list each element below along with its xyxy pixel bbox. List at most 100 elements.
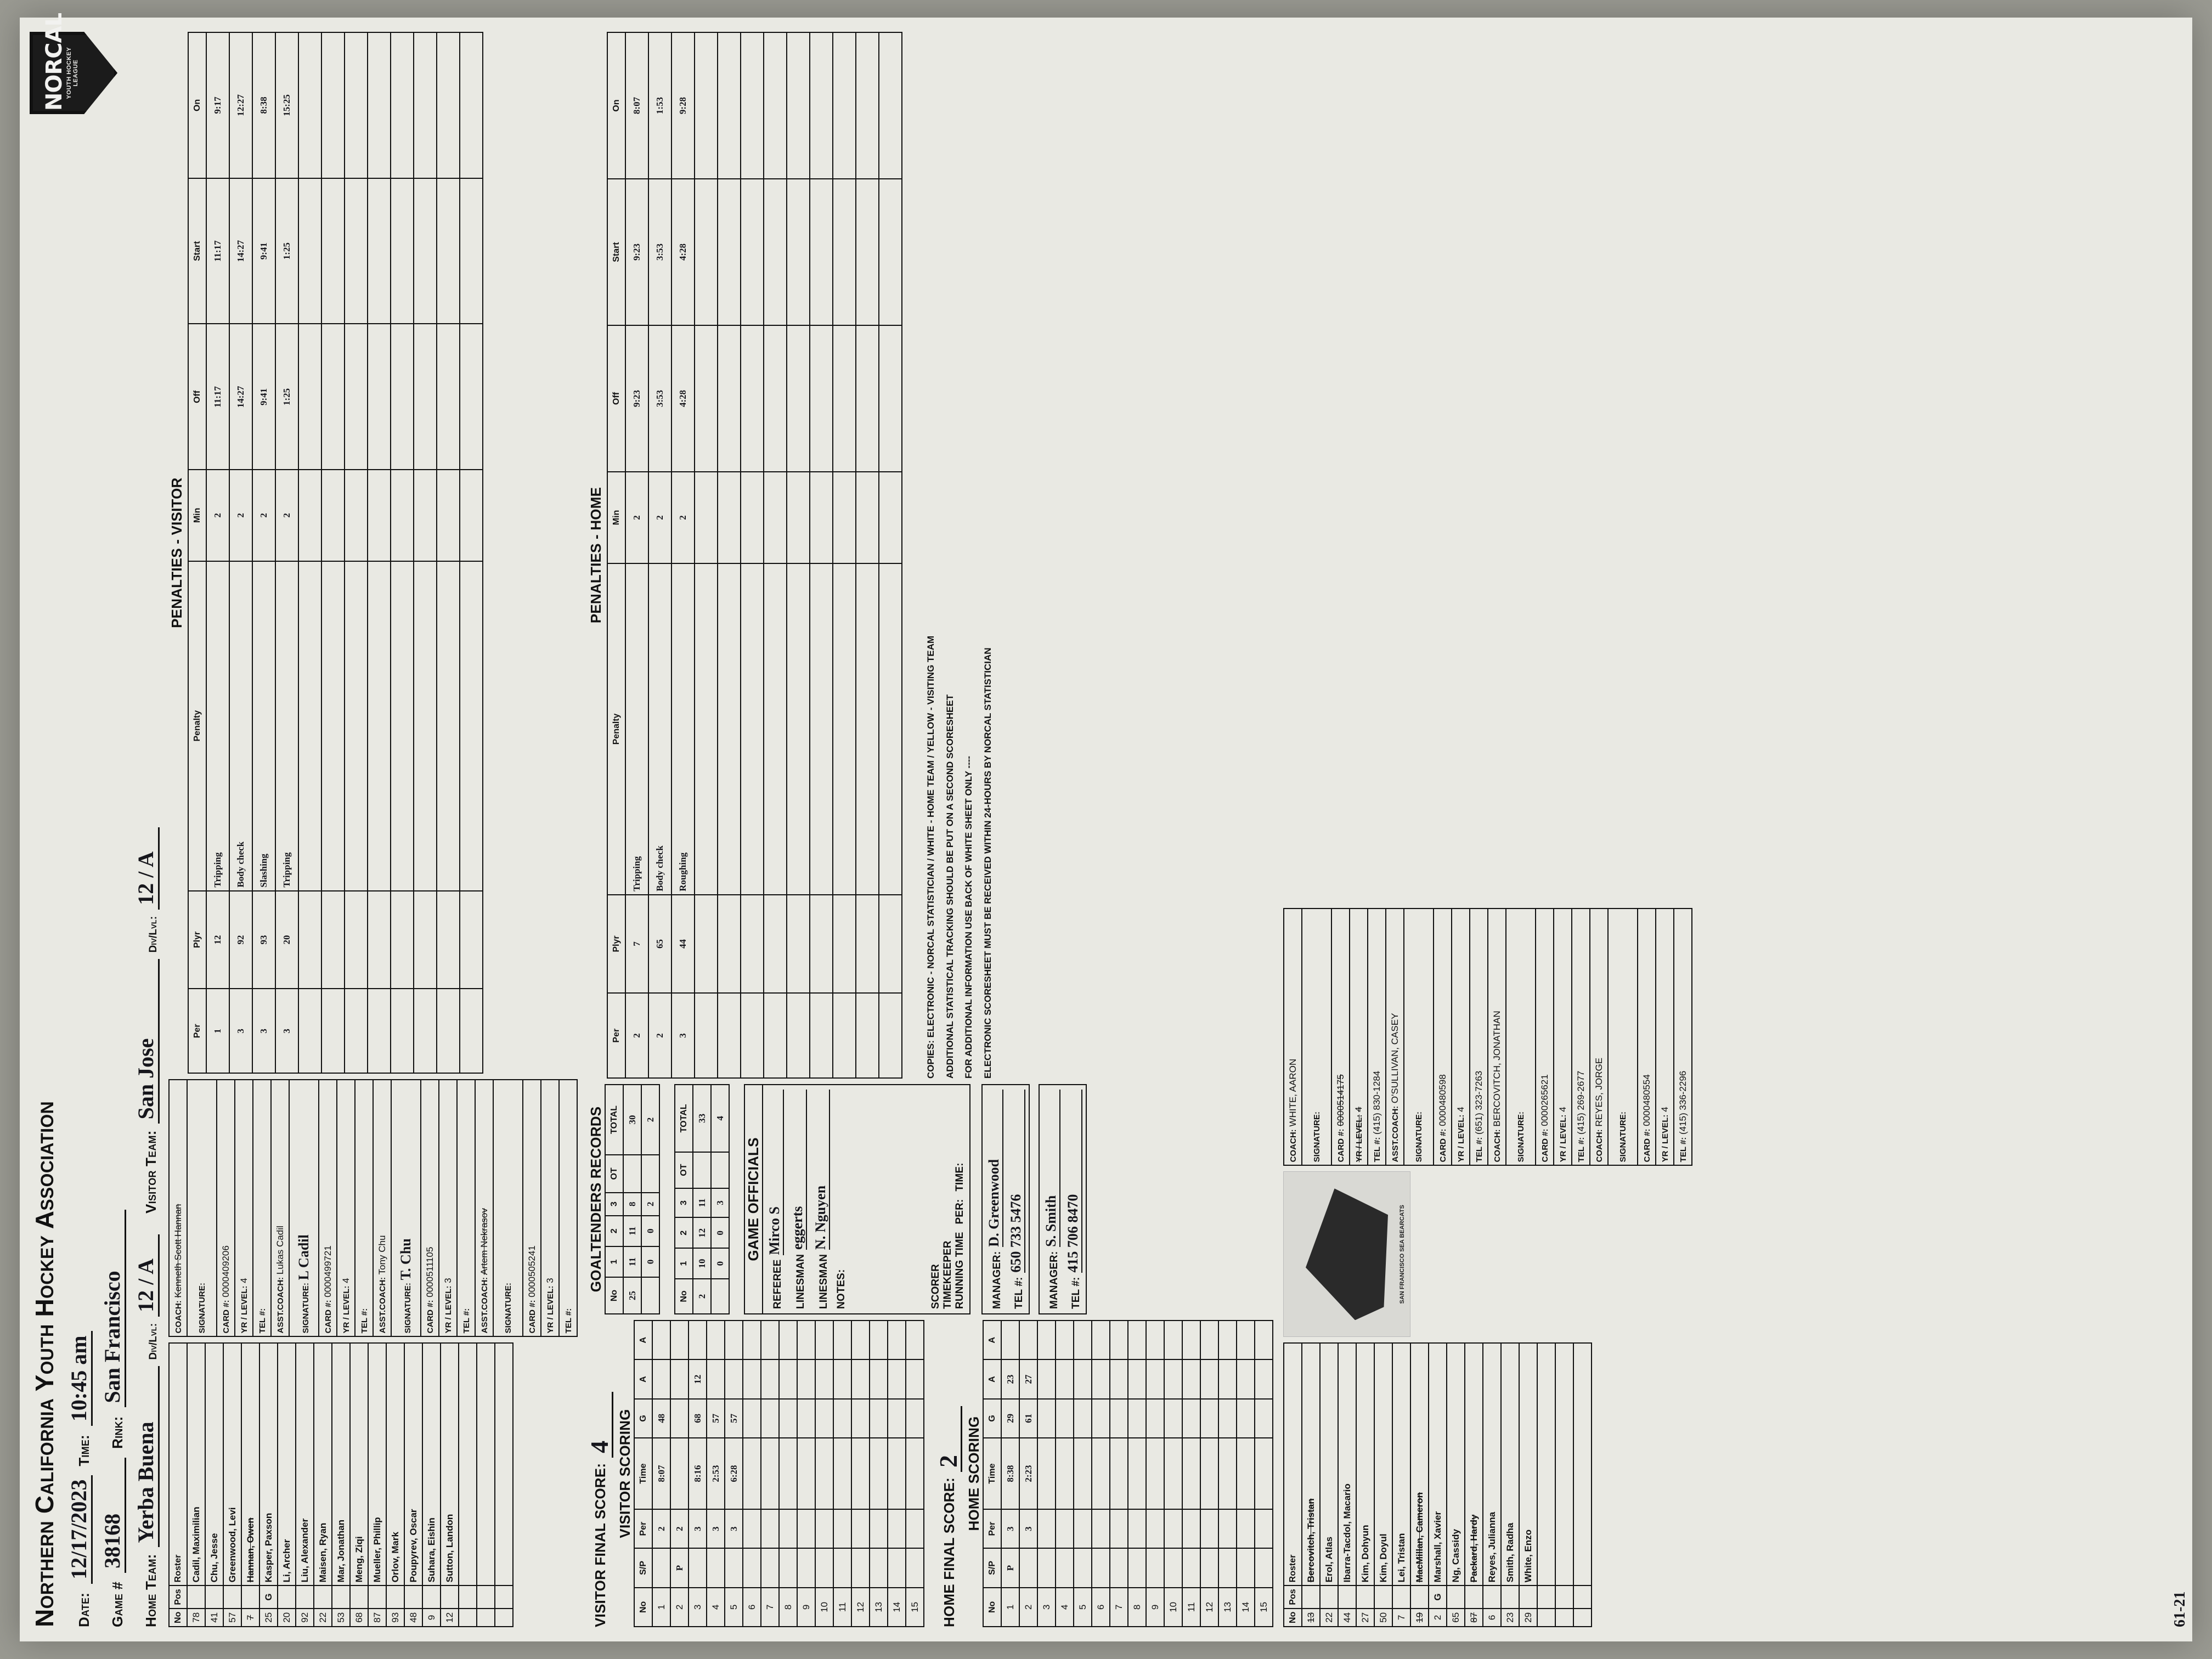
scoring-cell-g[interactable] [1037,1398,1056,1438]
scoring-cell-time[interactable] [870,1438,888,1510]
scoring-cell-g[interactable] [797,1398,815,1438]
scoring-cell-a1[interactable] [1074,1359,1092,1399]
penalty-cell-start[interactable] [879,178,902,325]
scoring-cell-sp[interactable] [1164,1548,1182,1588]
scoring-cell-per[interactable]: 3 [689,1509,707,1549]
scoring-cell-g[interactable]: 29 [1001,1398,1019,1438]
scoring-cell-g[interactable] [906,1398,924,1438]
penalty-cell-per[interactable]: 2 [648,993,672,1078]
scoring-cell-a2[interactable] [1164,1321,1182,1360]
scoring-cell-per[interactable] [1056,1509,1074,1549]
scoring-cell-g[interactable] [1218,1398,1237,1438]
penalty-cell-on[interactable] [321,32,345,178]
scoring-cell-per[interactable] [815,1509,833,1549]
scoring-cell-per[interactable] [906,1509,924,1549]
scoring-cell-a2[interactable] [1255,1321,1273,1360]
penalty-cell-off[interactable] [437,324,460,470]
penalty-cell-per[interactable] [833,993,856,1078]
penalty-cell-min[interactable] [345,470,368,561]
penalty-cell-on[interactable] [787,32,810,179]
penalty-cell-min[interactable] [810,471,833,563]
penalty-cell-penalty[interactable] [764,563,787,895]
scoring-cell-time[interactable] [833,1438,851,1510]
scoring-cell-per[interactable] [1128,1509,1146,1549]
penalty-cell-plyr[interactable] [695,894,718,994]
scoring-cell-time[interactable] [779,1438,797,1510]
penalty-cell-plyr[interactable] [833,894,856,994]
scoring-cell-a2[interactable] [743,1321,761,1360]
scoring-cell-sp[interactable] [1037,1548,1056,1588]
penalty-cell-penalty[interactable] [368,561,391,891]
scoring-cell-a1[interactable] [815,1359,833,1399]
penalty-cell-penalty[interactable] [298,561,321,891]
home-manager-tel-field[interactable]: 415 706 8470 [1065,1090,1082,1273]
scoring-cell-sp[interactable] [652,1548,670,1588]
scoring-cell-time[interactable] [743,1438,761,1510]
penalty-cell-on[interactable] [345,32,368,178]
scoring-cell-sp[interactable] [888,1548,906,1588]
penalty-cell-start[interactable] [298,178,321,324]
scoring-cell-g[interactable] [815,1398,833,1438]
penalty-cell-penalty[interactable] [879,563,902,895]
penalty-cell-penalty[interactable] [810,563,833,895]
scoring-cell-per[interactable] [1200,1509,1218,1549]
scoring-cell-sp[interactable]: P [670,1548,689,1588]
scoring-cell-sp[interactable]: P [1001,1548,1019,1588]
goalie-cell-p1[interactable]: 0 [641,1246,659,1278]
penalty-cell-off[interactable] [833,325,856,472]
scoring-cell-time[interactable] [851,1438,870,1510]
penalty-cell-plyr[interactable] [391,890,414,989]
penalty-cell-plyr[interactable]: 7 [625,894,648,994]
penalty-cell-penalty[interactable] [414,561,437,891]
penalty-cell-start[interactable] [787,178,810,325]
scoring-cell-g[interactable] [1074,1398,1092,1438]
scoring-cell-time[interactable]: 2:53 [707,1438,725,1510]
scoring-cell-sp[interactable] [707,1548,725,1588]
scoring-cell-sp[interactable] [870,1548,888,1588]
scoring-cell-a1[interactable]: 12 [689,1359,707,1399]
visitor-manager-field[interactable]: D. Greenwood [986,1090,1003,1247]
scoring-cell-time[interactable] [1237,1438,1255,1510]
penalty-cell-min[interactable] [787,471,810,563]
goalie-cell-total[interactable]: 30 [623,1085,641,1155]
scoring-cell-per[interactable] [1092,1509,1110,1549]
scoring-cell-a1[interactable] [1255,1359,1273,1399]
scoring-cell-a2[interactable] [1218,1321,1237,1360]
penalty-cell-off[interactable] [764,325,787,472]
penalty-cell-on[interactable] [460,32,483,178]
scoring-cell-g[interactable] [743,1398,761,1438]
scoring-cell-a2[interactable] [870,1321,888,1360]
penalty-cell-start[interactable]: 3:53 [648,178,672,325]
scoring-cell-time[interactable]: 8:07 [652,1438,670,1510]
scoring-cell-per[interactable] [870,1509,888,1549]
penalty-cell-on[interactable]: 8:38 [252,32,275,178]
scoring-cell-sp[interactable] [689,1548,707,1588]
penalty-cell-penalty[interactable] [437,561,460,891]
scoring-cell-a2[interactable] [1237,1321,1255,1360]
penalty-cell-on[interactable] [437,32,460,178]
penalty-cell-penalty[interactable] [856,563,879,895]
penalty-cell-off[interactable]: 1:25 [275,324,298,470]
scoring-cell-time[interactable] [1074,1438,1092,1510]
penalty-cell-penalty[interactable] [718,563,741,895]
penalty-cell-off[interactable]: 3:53 [648,325,672,472]
scoring-cell-time[interactable] [1146,1438,1164,1510]
penalty-cell-start[interactable] [414,178,437,324]
visitor-asst1-signature[interactable]: SIGNATURE: L Cadil [289,1080,319,1337]
scoring-cell-sp[interactable] [725,1548,743,1588]
scoring-cell-a2[interactable] [815,1321,833,1360]
scoring-cell-a1[interactable] [1218,1359,1237,1399]
penalty-cell-penalty[interactable]: Roughing [672,563,695,895]
penalty-cell-plyr[interactable] [368,890,391,989]
penalty-cell-on[interactable]: 8:07 [625,32,648,179]
scoring-cell-sp[interactable] [851,1548,870,1588]
scoring-cell-sp[interactable] [1218,1548,1237,1588]
penalty-cell-plyr[interactable] [414,890,437,989]
scoring-cell-a1[interactable] [1110,1359,1128,1399]
goalie-cell-ot[interactable] [693,1152,711,1188]
scoring-cell-per[interactable] [1164,1509,1182,1549]
scoring-cell-a2[interactable] [906,1321,924,1360]
scoring-cell-g[interactable] [1255,1398,1273,1438]
visitor-coach-signature[interactable]: SIGNATURE: [187,1080,217,1337]
scoring-cell-g[interactable] [1092,1398,1110,1438]
